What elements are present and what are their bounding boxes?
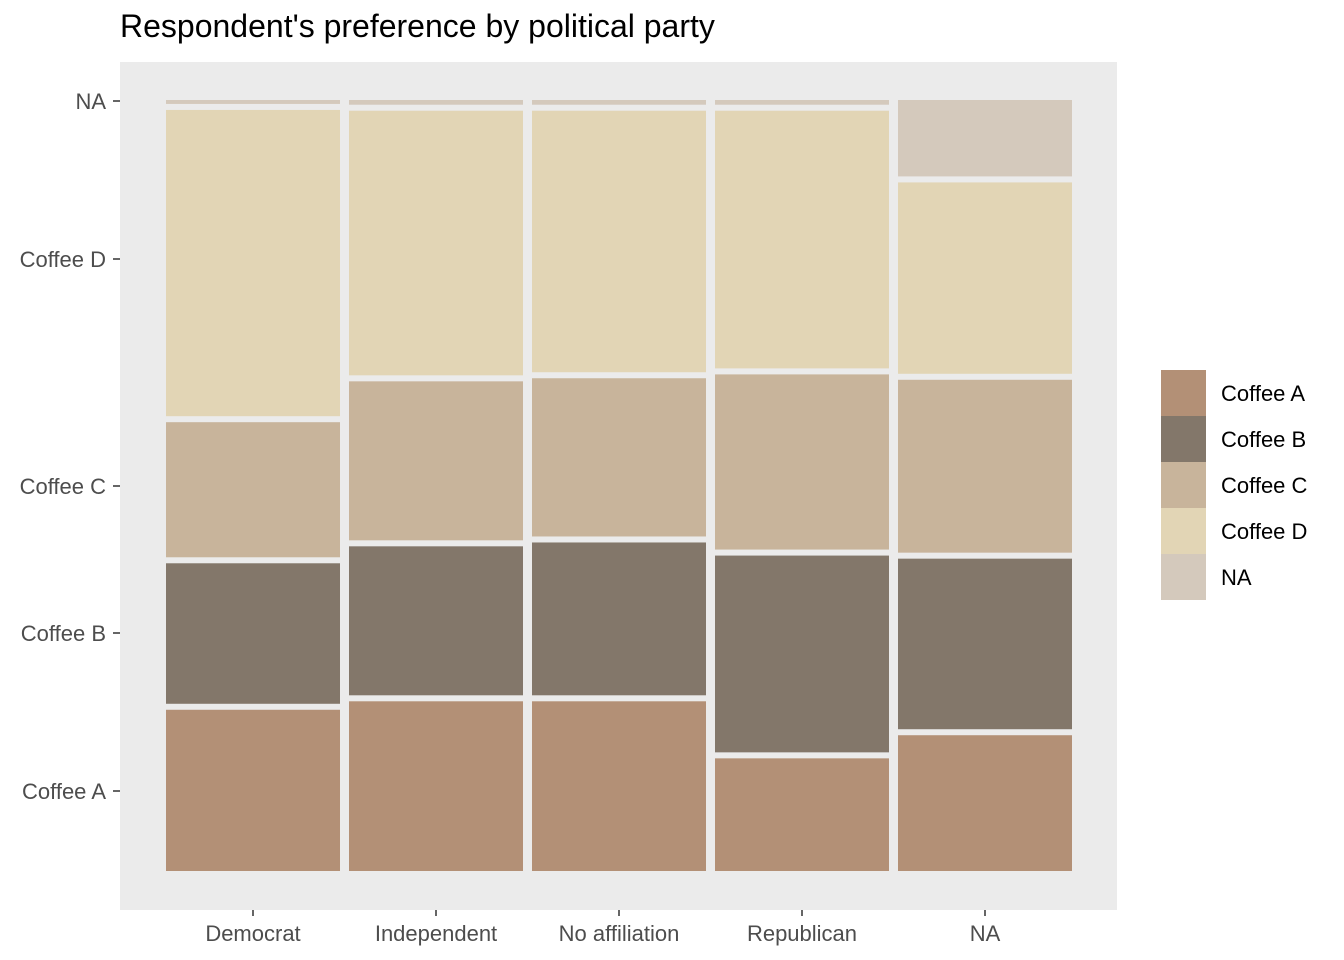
mosaic-cell-0-2 — [166, 422, 340, 557]
y-tick-label: Coffee A — [22, 779, 106, 804]
mosaic-cell-3-4 — [715, 100, 889, 105]
legend-key — [1161, 462, 1206, 508]
mosaic-cell-0-4 — [166, 100, 340, 104]
y-tick-label: NA — [75, 89, 106, 114]
mosaic-cell-2-3 — [532, 111, 706, 373]
mosaic-cell-1-1 — [349, 546, 523, 695]
mosaic-cell-2-0 — [532, 701, 706, 871]
legend-key — [1161, 554, 1206, 600]
mosaic-cell-2-4 — [532, 100, 706, 105]
mosaic-cell-4-3 — [898, 182, 1072, 373]
mosaic-cell-4-0 — [898, 735, 1072, 871]
mosaic-cell-0-3 — [166, 110, 340, 416]
mosaic-cell-3-1 — [715, 556, 889, 753]
mosaic-cell-3-3 — [715, 111, 889, 369]
legend-label: NA — [1221, 565, 1252, 590]
mosaic-cell-3-2 — [715, 374, 889, 549]
mosaic-cell-1-2 — [349, 381, 523, 540]
x-tick-label: NA — [970, 921, 1001, 946]
legend-key — [1161, 416, 1206, 462]
mosaic-cell-2-2 — [532, 378, 706, 536]
mosaic-cell-1-4 — [349, 100, 523, 105]
x-tick-label: No affiliation — [559, 921, 680, 946]
legend-label: Coffee A — [1221, 381, 1305, 406]
x-tick-label: Democrat — [205, 921, 300, 946]
mosaic-cell-1-0 — [349, 701, 523, 871]
x-tick-label: Republican — [747, 921, 857, 946]
legend-key — [1161, 508, 1206, 554]
legend-label: Coffee B — [1221, 427, 1306, 452]
mosaic-cell-1-3 — [349, 111, 523, 376]
legend-label: Coffee D — [1221, 519, 1307, 544]
x-tick-label: Independent — [375, 921, 497, 946]
mosaic-cell-4-1 — [898, 559, 1072, 730]
legend-key — [1161, 370, 1206, 416]
y-tick-label: Coffee B — [21, 621, 106, 646]
mosaic-cell-2-1 — [532, 542, 706, 695]
mosaic-cell-0-0 — [166, 710, 340, 871]
legend-label: Coffee C — [1221, 473, 1308, 498]
mosaic-cell-4-4 — [898, 100, 1072, 176]
mosaic-cell-4-2 — [898, 380, 1072, 553]
mosaic-cell-3-0 — [715, 758, 889, 871]
mosaic-cell-0-1 — [166, 563, 340, 703]
y-tick-label: Coffee D — [20, 247, 106, 272]
y-tick-label: Coffee C — [20, 474, 107, 499]
